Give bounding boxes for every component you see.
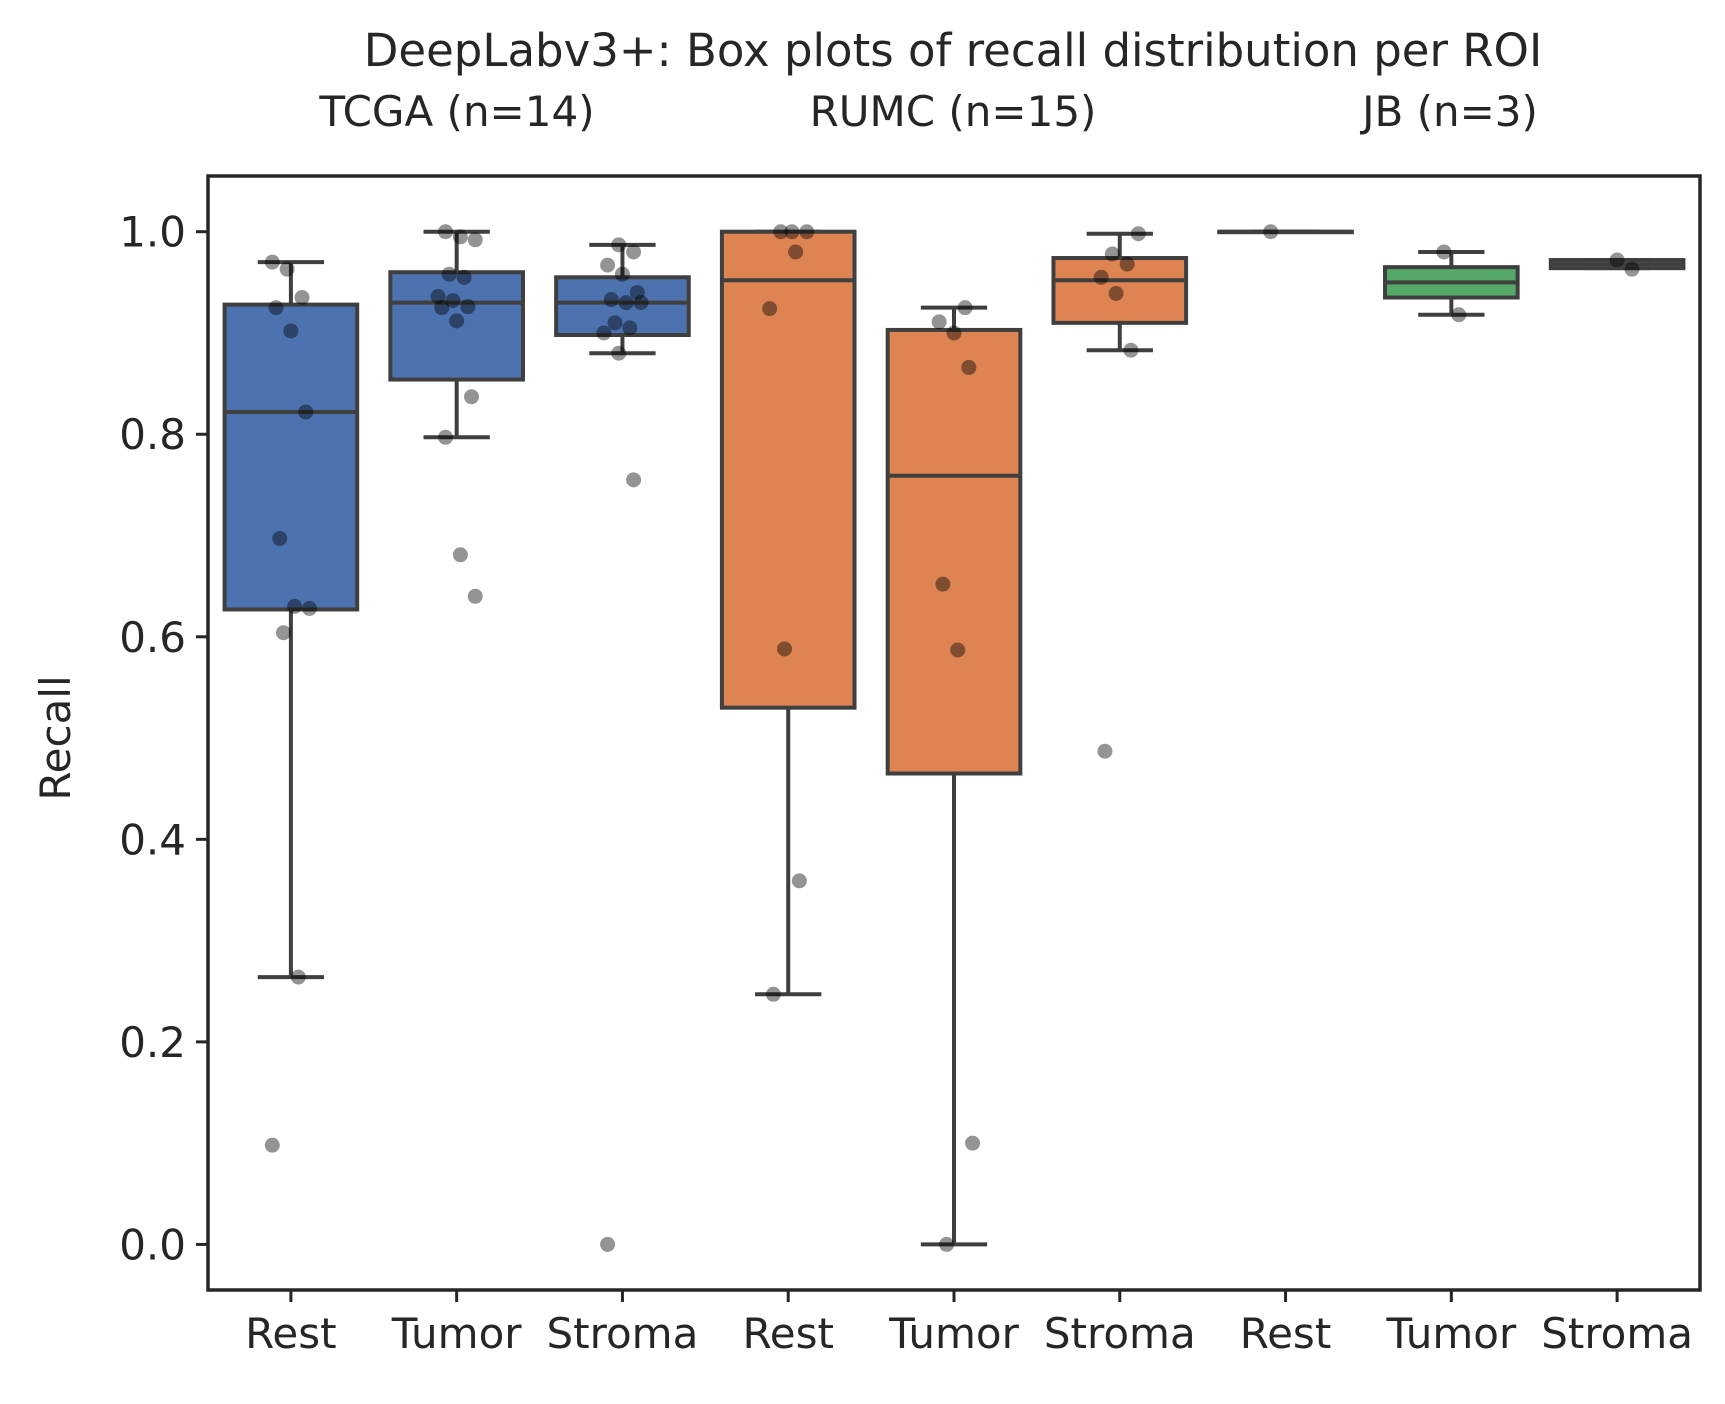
data-point (600, 257, 616, 273)
data-point (788, 244, 804, 260)
data-point (629, 284, 645, 300)
x-tick-label: Tumor (1385, 1309, 1517, 1358)
data-point (279, 261, 295, 277)
data-point (268, 300, 284, 316)
data-point (618, 295, 634, 311)
data-point (434, 300, 450, 316)
data-point (626, 244, 642, 260)
data-point (438, 429, 454, 445)
box-iqr (388, 270, 525, 382)
x-tick-label: Stroma (547, 1309, 699, 1358)
data-point (467, 232, 483, 248)
data-point (456, 269, 472, 285)
data-point (445, 293, 461, 309)
box-iqr (554, 275, 691, 337)
data-point (765, 986, 781, 1002)
data-point (611, 345, 627, 361)
data-point (1624, 261, 1640, 277)
x-tick-label: Tumor (888, 1309, 1020, 1358)
data-point (784, 224, 800, 240)
data-point (452, 547, 468, 563)
data-point (264, 1137, 280, 1153)
group-label-tcga: TCGA (n=14) (318, 87, 594, 136)
data-point (1123, 342, 1139, 358)
data-point (264, 254, 280, 270)
x-tick-label: Rest (245, 1309, 337, 1358)
data-point (1263, 224, 1279, 240)
data-point (600, 1236, 616, 1252)
data-point (449, 313, 465, 329)
data-point (622, 320, 638, 336)
box-iqr (1051, 256, 1189, 325)
data-point (611, 237, 627, 253)
data-point (287, 598, 303, 614)
data-point (626, 472, 642, 488)
data-point (965, 1135, 981, 1151)
data-point (272, 531, 288, 547)
data-point (946, 325, 962, 341)
data-point (1108, 285, 1124, 301)
data-point (939, 1236, 955, 1252)
data-point (799, 224, 815, 240)
y-tick-label: 0.6 (119, 613, 186, 662)
data-point (1436, 244, 1452, 260)
plot-area: 0.0 0.2 0.4 0.6 0.8 1.0 Rest Tumor Stroma Rest Tum… (119, 174, 1702, 1358)
data-point (935, 576, 951, 592)
box-iqr (885, 327, 1023, 776)
data-point (1104, 246, 1120, 262)
data-point (633, 295, 649, 311)
data-point (275, 625, 291, 641)
data-point (441, 266, 457, 282)
box-iqr (719, 229, 857, 710)
y-tick-label: 0.2 (119, 1018, 186, 1067)
data-point (301, 600, 317, 616)
data-point (438, 224, 454, 240)
data-point (961, 359, 977, 375)
data-point (430, 289, 446, 305)
data-point (773, 224, 789, 240)
data-point (950, 642, 966, 658)
data-point (467, 588, 483, 604)
data-point (460, 299, 476, 315)
chart-title: DeepLabv3+: Box plots of recall distribu… (364, 24, 1542, 77)
y-axis-label: Recall (31, 675, 80, 800)
data-point (607, 315, 623, 331)
y-tick-label: 0.8 (119, 410, 186, 459)
data-point (283, 323, 299, 339)
group-label-jb: JB (n=3) (1359, 87, 1538, 136)
data-point (294, 290, 310, 306)
data-point (762, 301, 778, 317)
x-tick-label: Rest (1240, 1309, 1332, 1358)
data-point (791, 873, 807, 889)
y-tick-label: 1.0 (119, 208, 186, 257)
data-point (1451, 307, 1467, 323)
data-point (777, 641, 793, 657)
data-point (957, 300, 973, 316)
x-tick-label: Tumor (391, 1309, 523, 1358)
data-point (452, 229, 468, 245)
data-point (1130, 226, 1146, 242)
box-iqr (222, 302, 360, 612)
data-point (290, 969, 306, 985)
data-point (298, 404, 314, 420)
data-point (614, 266, 630, 282)
data-point (603, 292, 619, 308)
group-label-rumc: RUMC (n=15) (810, 87, 1097, 136)
y-tick-label: 0.4 (119, 815, 186, 864)
data-point (1093, 269, 1109, 285)
data-point (1609, 252, 1625, 268)
data-point (1097, 743, 1113, 759)
x-tick-label: Stroma (1044, 1309, 1196, 1358)
data-point (931, 314, 947, 330)
x-tick-label: Rest (742, 1309, 834, 1358)
data-point (596, 325, 612, 341)
data-point (1119, 256, 1135, 272)
data-point (464, 389, 480, 405)
x-tick-label: Stroma (1541, 1309, 1693, 1358)
y-tick-label: 0.0 (119, 1220, 186, 1269)
